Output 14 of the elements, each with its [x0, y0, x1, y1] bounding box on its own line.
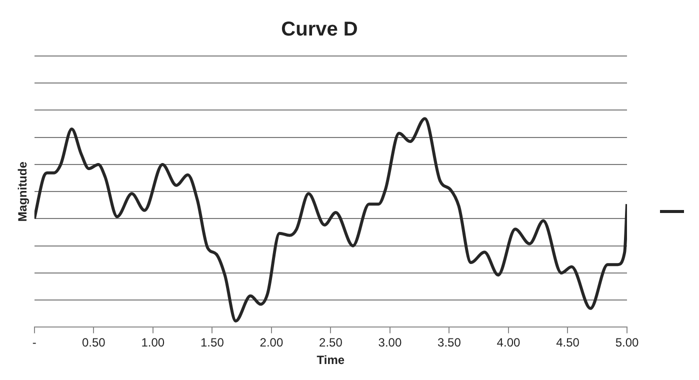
x-tick-label: 1.00	[141, 336, 165, 350]
x-tick-label: 2.00	[260, 336, 284, 350]
x-tick-label: 5.00	[615, 336, 639, 350]
y-axis-title: Magnitude	[16, 161, 30, 222]
x-tick-label: 4.50	[556, 336, 580, 350]
x-tick-label: 2.50	[319, 336, 343, 350]
x-tick-label: 3.00	[378, 336, 402, 350]
x-axis-title: Time	[316, 353, 345, 368]
x-tick-label: 0.50	[82, 336, 106, 350]
x-tick-label: -	[32, 336, 36, 350]
chart-title: Curve D	[281, 18, 358, 41]
x-tick-label: 4.00	[496, 336, 520, 350]
x-tick-label: 1.50	[200, 336, 224, 350]
x-tick-label: 3.50	[438, 336, 462, 350]
